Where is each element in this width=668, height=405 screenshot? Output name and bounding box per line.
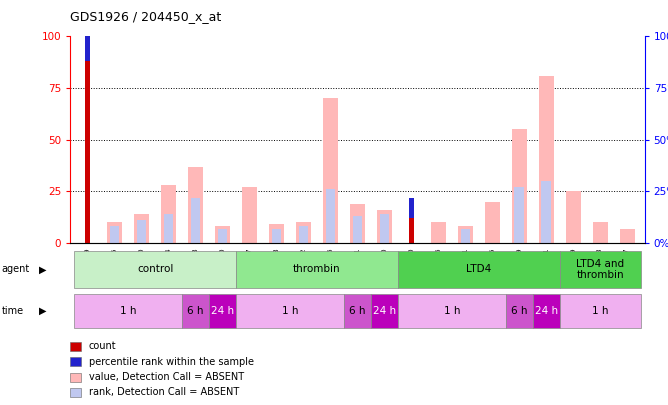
Bar [188,166,203,243]
Text: rank, Detection Call = ABSENT: rank, Detection Call = ABSENT [89,388,239,397]
Bar [512,130,526,243]
Bar [218,228,227,243]
Bar [272,228,281,243]
Bar [242,187,257,243]
Text: ▶: ▶ [39,306,46,316]
Bar [164,214,173,243]
Bar [458,226,473,243]
Bar [299,226,308,243]
Bar [161,185,176,243]
Bar [191,198,200,243]
Bar [514,187,524,243]
Bar [398,251,560,288]
Text: LTD4 and
thrombin: LTD4 and thrombin [576,258,624,280]
Bar [409,218,413,243]
Text: 24 h: 24 h [211,306,234,316]
Bar [371,294,398,328]
Bar [377,210,391,243]
Text: count: count [89,341,116,351]
Bar [379,214,389,243]
Bar [532,294,560,328]
Bar [566,192,580,243]
Text: agent: agent [1,264,29,274]
Bar [539,76,554,243]
Bar [108,222,122,243]
Bar [398,294,506,328]
Bar [560,294,641,328]
Bar [460,228,470,243]
Text: 1 h: 1 h [592,306,609,316]
Text: time: time [1,306,23,316]
Bar [620,228,635,243]
Bar [506,294,532,328]
Bar [236,294,344,328]
Bar [215,226,230,243]
Bar [74,294,182,328]
Bar [431,222,446,243]
Bar [134,214,149,243]
Text: 6 h: 6 h [349,306,365,316]
Text: 1 h: 1 h [120,306,136,316]
Bar [236,251,398,288]
Text: 1 h: 1 h [282,306,298,316]
Bar [560,251,641,288]
Bar [296,222,311,243]
Bar [269,224,284,243]
Bar [137,220,146,243]
Text: 1 h: 1 h [444,306,460,316]
Text: value, Detection Call = ABSENT: value, Detection Call = ABSENT [89,372,244,382]
Bar [344,294,371,328]
Text: 6 h: 6 h [511,306,528,316]
Text: 24 h: 24 h [373,306,396,316]
Text: percentile rank within the sample: percentile rank within the sample [89,357,254,367]
Bar [409,198,413,218]
Bar [485,202,500,243]
Text: 24 h: 24 h [534,306,558,316]
Bar [353,216,362,243]
Bar [209,294,236,328]
Text: GDS1926 / 204450_x_at: GDS1926 / 204450_x_at [70,10,221,23]
Bar [74,251,236,288]
Bar [542,181,551,243]
Text: control: control [137,264,173,274]
Bar [110,226,120,243]
Text: LTD4: LTD4 [466,264,492,274]
Bar [323,98,338,243]
Bar [86,5,90,61]
Bar [182,294,209,328]
Text: 6 h: 6 h [187,306,204,316]
Text: ▶: ▶ [39,264,46,274]
Bar [593,222,607,243]
Text: thrombin: thrombin [293,264,341,274]
Bar [350,204,365,243]
Bar [326,189,335,243]
Bar [86,61,90,243]
